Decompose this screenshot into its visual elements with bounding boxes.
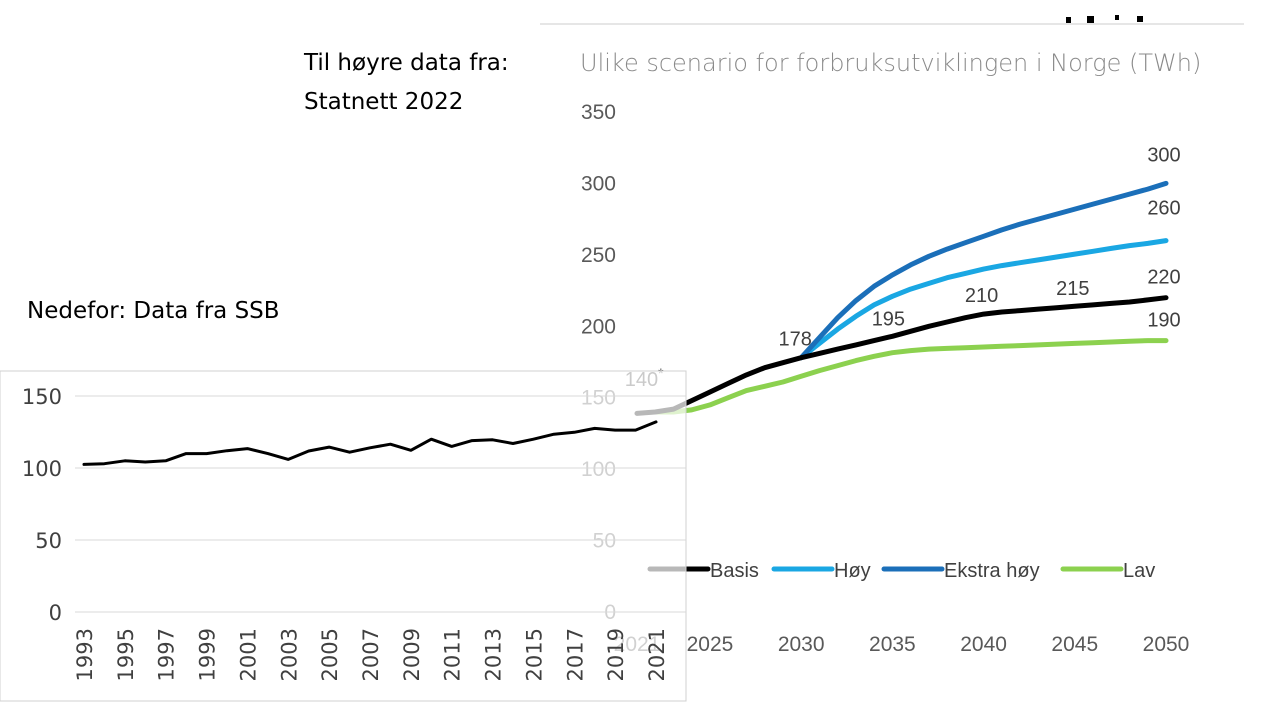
ssb-x-tick-label: 2017 xyxy=(563,628,587,681)
ssb-x-tick-label: 2013 xyxy=(482,628,506,681)
scenario-data-label: 210 xyxy=(965,285,998,307)
scenario-line-lav xyxy=(652,338,1169,415)
ssb-series xyxy=(82,420,658,466)
ssb-x-tick-label: 1997 xyxy=(155,628,179,681)
legend-item: Ekstra høy xyxy=(881,560,1040,582)
legend-label: Basis xyxy=(710,560,759,582)
scenario-data-label: 195 xyxy=(872,308,905,330)
scenario-y-tick-label: 200 xyxy=(581,315,616,338)
scenario-x-tick-label: 2040 xyxy=(960,633,1007,656)
ssb-consumption-line xyxy=(82,420,658,466)
right-source-line-2: Statnett 2022 xyxy=(304,89,463,115)
scenario-line-basis xyxy=(634,295,1169,416)
left-source-label: Nedefor: Data fra SSB xyxy=(27,298,280,324)
legend-item: Høy xyxy=(771,560,871,582)
scenario-data-label: 190 xyxy=(1147,310,1180,332)
legend-label: Lav xyxy=(1123,560,1155,582)
scenario-x-tick-label: 2045 xyxy=(1051,633,1098,656)
ssb-y-tick-label: 50 xyxy=(35,529,62,553)
scenario-data-label: 215 xyxy=(1056,278,1089,300)
scenario-line-hoy xyxy=(798,238,1169,361)
ssb-x-tick-label: 2007 xyxy=(359,628,383,681)
ssb-chart-panel xyxy=(0,370,687,702)
scenario-data-label: 178 xyxy=(778,329,811,351)
scenario-y-tick-label: 250 xyxy=(581,244,616,267)
ssb-x-tick-label: 2001 xyxy=(236,628,260,681)
legend-label: Ekstra høy xyxy=(944,560,1040,582)
ssb-x-tick-label: 1995 xyxy=(114,628,138,681)
scenario-x-tick-label: 2050 xyxy=(1143,633,1190,656)
ssb-x-tick-label: 2021 xyxy=(645,628,669,681)
ssb-y-tick-label: 0 xyxy=(49,601,62,625)
ssb-gridlines xyxy=(75,395,686,613)
ssb-x-tick-label: 2009 xyxy=(400,628,424,681)
scenario-y-tick-label: 350 xyxy=(581,101,616,124)
scenario-legend: Basis Høy Ekstra høy Lav xyxy=(647,560,1155,582)
scenario-data-label: 260 xyxy=(1147,198,1180,220)
scenario-data-label: 300 xyxy=(1147,144,1180,166)
ssb-x-tick-label: 2011 xyxy=(441,628,465,681)
ssb-x-tick-label: 2019 xyxy=(604,628,628,681)
scenario-x-tick-label: 2035 xyxy=(869,633,916,656)
right-source-line-1: Til høyre data fra: xyxy=(303,50,509,76)
legend-item: Lav xyxy=(1060,560,1155,582)
scenario-line-ekstra-hoy xyxy=(798,180,1169,361)
legend-label: Høy xyxy=(834,560,871,582)
scenario-x-tick-label: 2030 xyxy=(778,633,825,656)
scenario-series xyxy=(634,180,1169,416)
ssb-x-tick-label: 2003 xyxy=(277,628,301,681)
ssb-x-tick-label: 1993 xyxy=(73,628,97,681)
ssb-y-axis: 150 100 50 0 xyxy=(22,385,62,625)
scenario-x-axis: 2021202520302035204020452050 xyxy=(614,633,1190,656)
ssb-x-axis: 1993 1995 1997 1999 2001 2003 2005 2007 2009 2011… xyxy=(73,628,669,681)
cropped-heading-fragment xyxy=(1066,15,1143,23)
scenario-data-label: 220 xyxy=(1147,267,1180,289)
scenario-y-tick-label: 300 xyxy=(581,172,616,195)
ssb-y-tick-label: 100 xyxy=(22,457,62,481)
ssb-x-tick-label: 2005 xyxy=(318,628,342,681)
scenario-x-tick-label: 2025 xyxy=(687,633,734,656)
ssb-y-tick-label: 150 xyxy=(22,385,62,409)
scenario-chart-title: Ulike scenario for forbruksutviklingen i… xyxy=(580,49,1201,77)
ssb-x-tick-label: 1999 xyxy=(196,628,220,681)
ssb-x-tick-label: 2015 xyxy=(522,628,546,681)
